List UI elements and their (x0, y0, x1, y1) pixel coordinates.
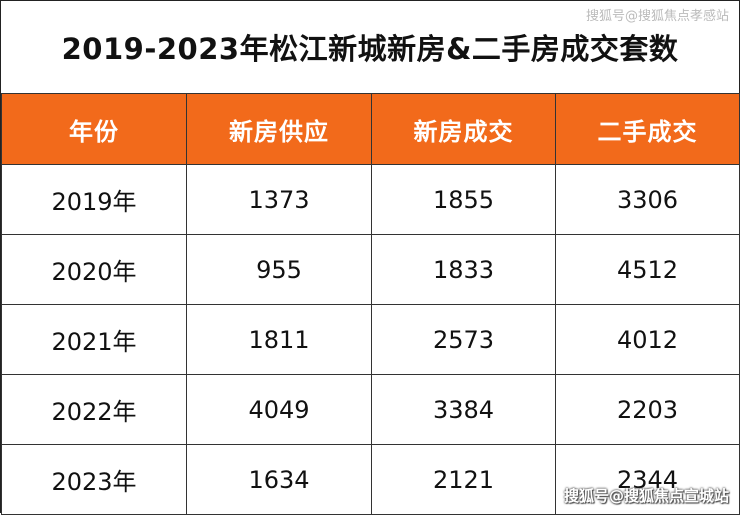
cell-year: 2021年 (1, 304, 187, 375)
cell-new-deals: 2573 (371, 304, 556, 375)
cell-year: 2019年 (1, 164, 187, 235)
cell-new-deals: 3384 (371, 374, 556, 445)
cell-new-supply: 1811 (186, 304, 372, 375)
header-new-deals: 新房成交 (371, 93, 556, 165)
cell-new-supply: 1373 (186, 164, 372, 235)
cell-year: 2023年 (1, 444, 187, 515)
header-year: 年份 (1, 93, 187, 165)
watermark-bottom: 搜狐号@搜狐焦点宣城站 (563, 487, 729, 505)
page-title: 2019-2023年松江新城新房&二手房成交套数 (61, 32, 679, 66)
cell-resale-deals: 4012 (555, 304, 740, 375)
header-new-supply: 新房供应 (186, 93, 372, 165)
table-row: 2019年 1373 1855 3306 (1, 164, 740, 235)
cell-new-supply: 4049 (186, 374, 372, 445)
data-table: 年份 新房供应 新房成交 二手成交 2019年 1373 1855 3306 2… (1, 93, 740, 515)
table-header-row: 年份 新房供应 新房成交 二手成交 (1, 93, 740, 165)
header-resale-deals: 二手成交 (555, 93, 740, 165)
cell-new-deals: 1833 (371, 234, 556, 305)
table-row: 2022年 4049 3384 2203 (1, 374, 740, 445)
table-row: 2021年 1811 2573 4012 (1, 304, 740, 375)
cell-year: 2020年 (1, 234, 187, 305)
table-row: 2023年 1634 2121 2344 (1, 444, 740, 515)
cell-year: 2022年 (1, 374, 187, 445)
cell-new-supply: 955 (186, 234, 372, 305)
cell-resale-deals: 3306 (555, 164, 740, 235)
cell-resale-deals: 4512 (555, 234, 740, 305)
table-row: 2020年 955 1833 4512 (1, 234, 740, 305)
cell-new-deals: 1855 (371, 164, 556, 235)
cell-new-supply: 1634 (186, 444, 372, 515)
watermark-top: 搜狐号@搜狐焦点孝感站 (585, 9, 729, 24)
cell-new-deals: 2121 (371, 444, 556, 515)
cell-resale-deals: 2203 (555, 374, 740, 445)
